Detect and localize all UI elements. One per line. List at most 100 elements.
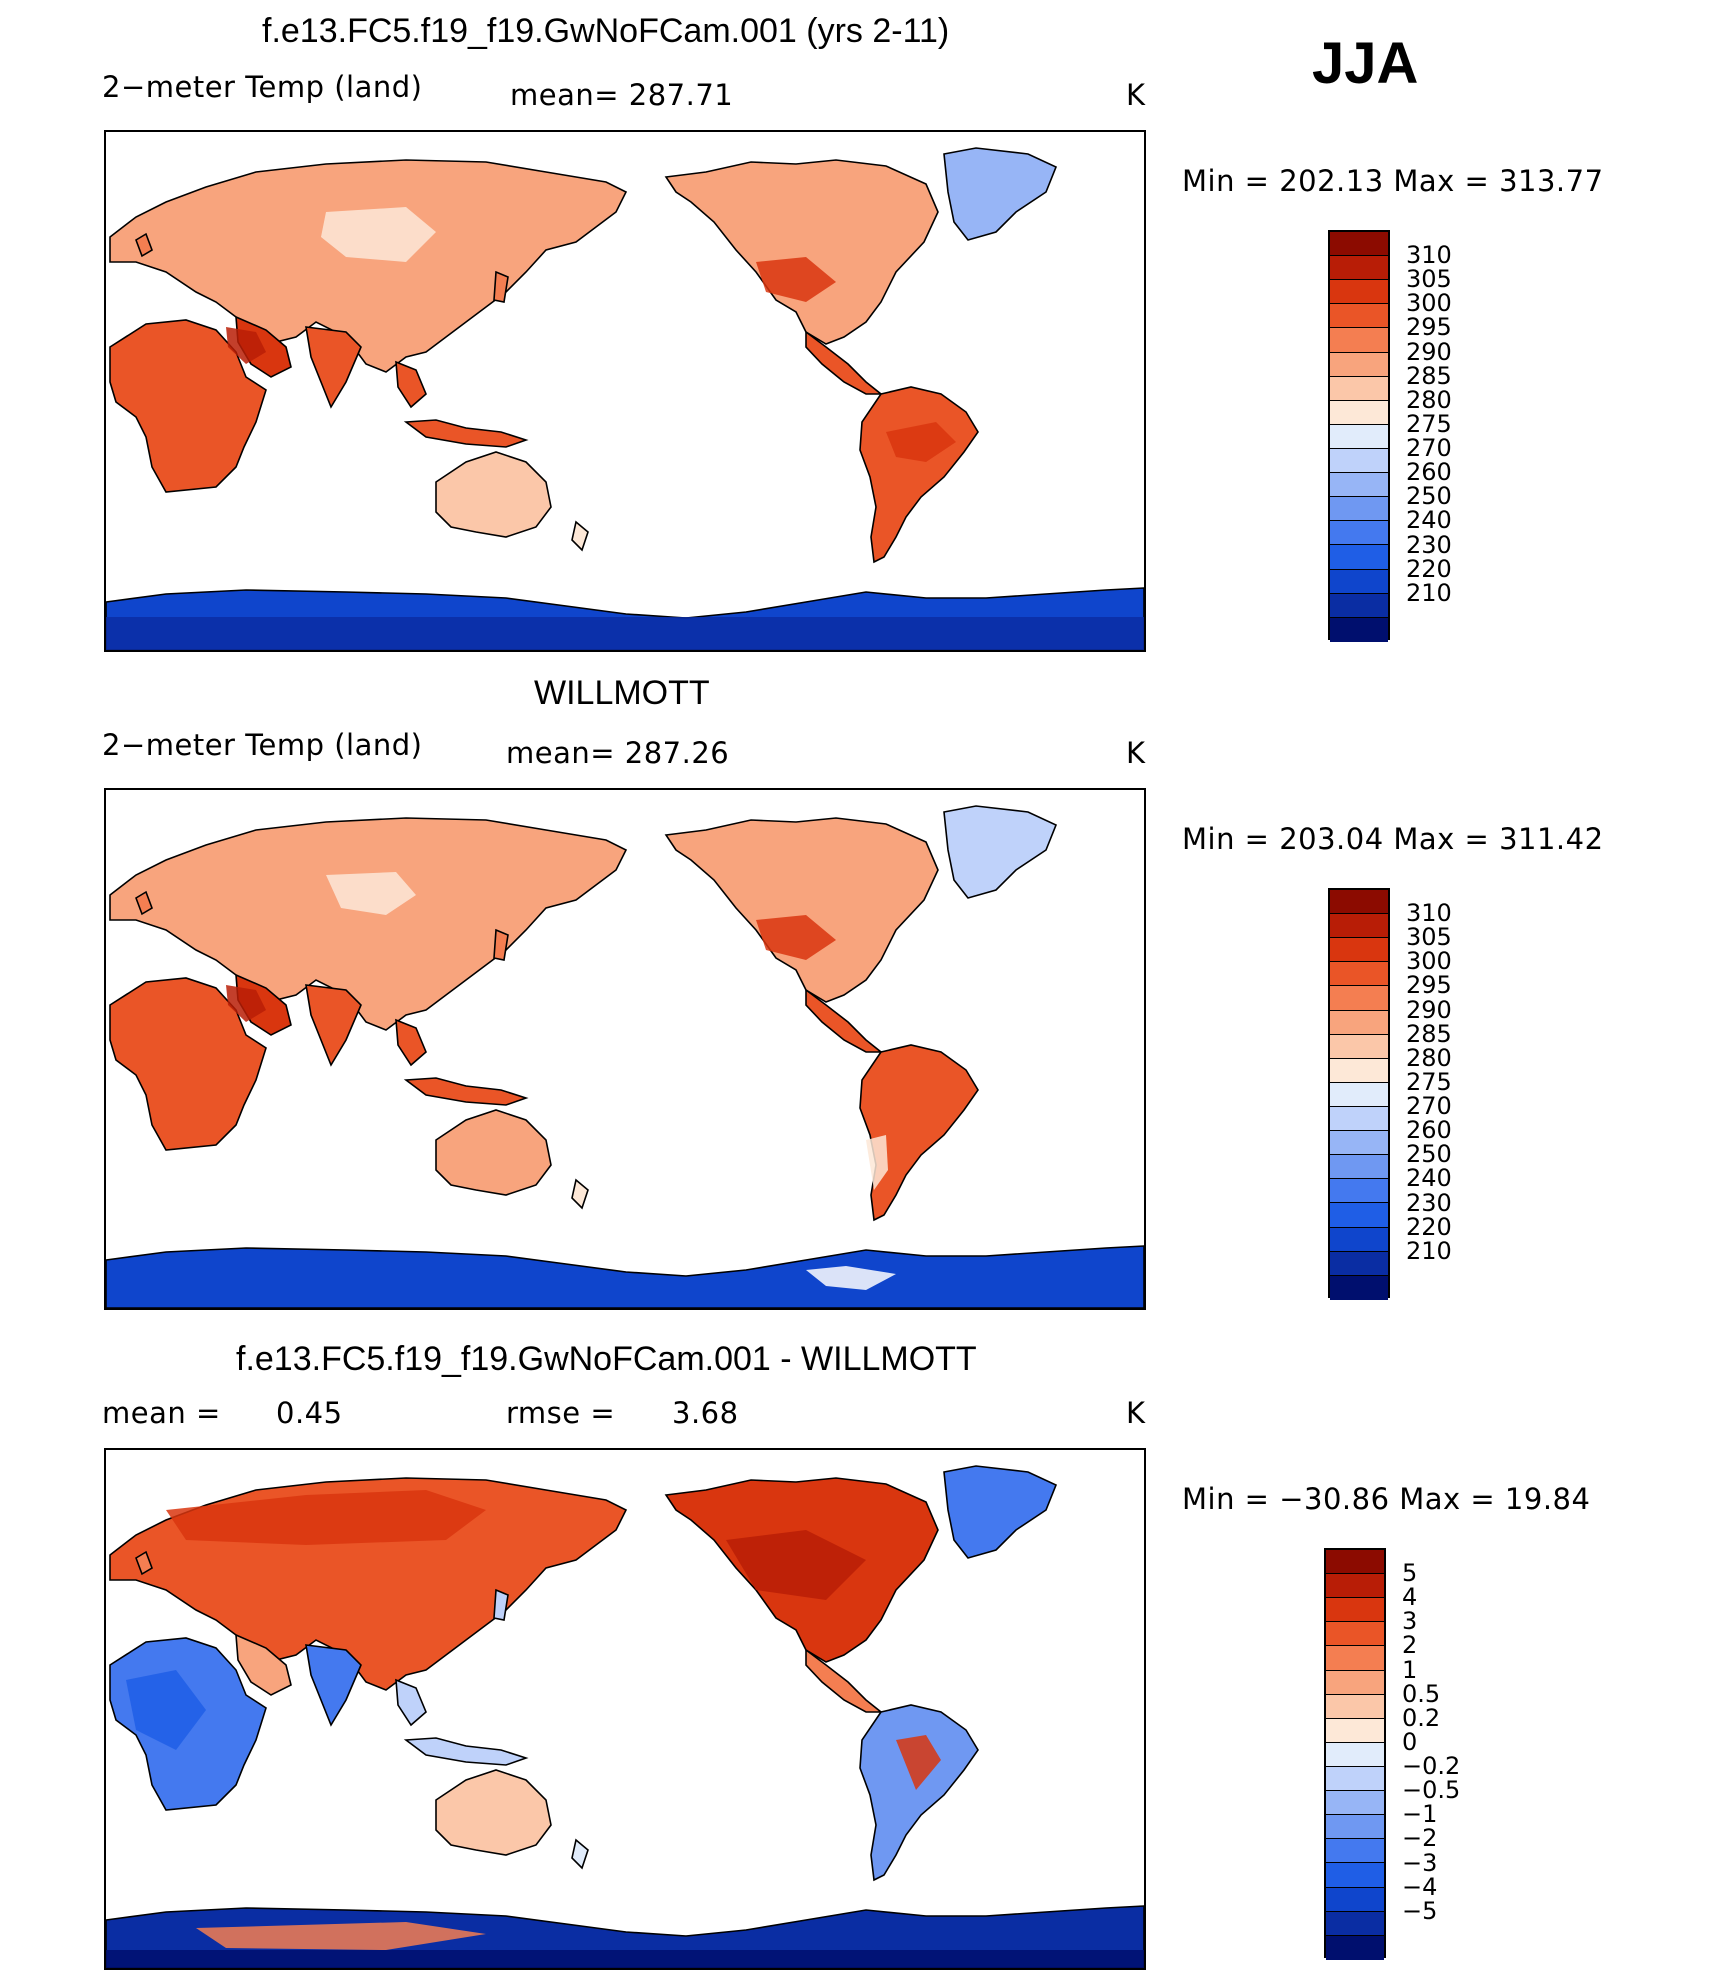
- colorbar-tick-label: 290: [1406, 995, 1452, 1024]
- colorbar-segment: [1326, 1815, 1384, 1840]
- colorbar-segment: [1330, 914, 1388, 939]
- landmass-centralAmerica: [805, 1648, 884, 1713]
- colorbar-segment: [1326, 1718, 1384, 1743]
- field-patch: [896, 1735, 941, 1790]
- landmass-greenland: [943, 805, 1058, 899]
- landmass-indonesia: [403, 419, 529, 448]
- colorbar-segment: [1330, 1227, 1388, 1252]
- colorbar-tick-label: 210: [1406, 578, 1452, 607]
- colorbar-tick-label: 250: [1406, 482, 1452, 511]
- landmass-seAsia: [395, 360, 427, 409]
- field-patch: [126, 1670, 206, 1750]
- field-patch: [106, 1950, 1144, 1968]
- colorbar-tick-label: 275: [1406, 409, 1452, 438]
- landmass-indonesia: [403, 1737, 529, 1766]
- colorbar-segment: [1330, 1082, 1388, 1107]
- colorbar-tick-label: 250: [1406, 1140, 1452, 1169]
- colorbar-segment: [1330, 890, 1388, 915]
- colorbar-segment: [1330, 1058, 1388, 1083]
- colorbar-tick-label: 220: [1406, 1212, 1452, 1241]
- colorbar-segment: [1330, 280, 1388, 305]
- colorbar-tick-label: 290: [1406, 337, 1452, 366]
- colorbar-segment: [1330, 593, 1388, 618]
- colorbar-segment: [1330, 962, 1388, 987]
- panel3-map-svg: [106, 1465, 1144, 1968]
- colorbar-segment: [1330, 545, 1388, 570]
- colorbar-tick-label: 310: [1406, 241, 1452, 270]
- colorbar-segment: [1330, 1203, 1388, 1228]
- landmass-india: [305, 1644, 362, 1727]
- colorbar-tick-label: 270: [1406, 434, 1452, 463]
- colorbar-tick-label: 285: [1406, 361, 1452, 390]
- colorbar-tick-label: 5: [1402, 1559, 1418, 1588]
- panel3-colorbar-ticks: 5 4 3 2 1 0.5 0.2 0 −0.2 −0.5 −1 −2 −3 −4 −5: [1402, 1548, 1482, 1958]
- panel2-minmax: Min = 203.04 Max = 311.42: [1182, 822, 1604, 856]
- colorbar-segment: [1326, 1598, 1384, 1623]
- landmass-northAmerica: [664, 159, 939, 345]
- colorbar-segment: [1330, 400, 1388, 425]
- colorbar-segment: [1330, 1034, 1388, 1059]
- colorbar-segment: [1330, 448, 1388, 474]
- landmass-japan: [493, 270, 509, 303]
- colorbar-tick-label: 295: [1406, 313, 1452, 342]
- colorbar-segment: [1330, 1010, 1388, 1035]
- panel3-map: [104, 1448, 1146, 1970]
- colorbar-tick-label: −1: [1402, 1800, 1438, 1829]
- panel2-title: WILLMOTT: [534, 674, 710, 712]
- colorbar-tick-label: 220: [1406, 554, 1452, 583]
- colorbar-tick-label: 310: [1406, 899, 1452, 928]
- colorbar-segment: [1330, 1275, 1388, 1300]
- field-patch: [756, 257, 836, 302]
- landmass-greenland: [943, 147, 1058, 241]
- panel3-minmax: Min = −30.86 Max = 19.84: [1182, 1482, 1591, 1516]
- colorbar-tick-label: −0.5: [1402, 1776, 1461, 1805]
- colorbar-segment: [1330, 986, 1388, 1011]
- panel1-colorbar: [1328, 230, 1390, 642]
- field-patch: [886, 422, 956, 462]
- landmass-australia: [435, 451, 552, 538]
- colorbar-segment: [1326, 1670, 1384, 1695]
- colorbar-tick-label: 240: [1406, 506, 1452, 535]
- panel1-colorbar-ticks: 310 305 300 295 290 285 280 275 270 260 250 240 230 2…: [1406, 230, 1486, 640]
- colorbar-tick-label: 2: [1402, 1631, 1418, 1660]
- colorbar-segment: [1330, 1131, 1388, 1156]
- field-patch: [166, 1490, 486, 1545]
- colorbar-tick-label: −0.2: [1402, 1752, 1461, 1781]
- panel1-title: f.e13.FC5.f19_f19.GwNoFCam.001 (yrs 2-11…: [262, 12, 950, 50]
- panel1-variable: 2−meter Temp (land): [102, 70, 423, 104]
- panel2-colorbar-ticks: 310 305 300 295 290 285 280 275 270 260 250 240 230 2…: [1406, 888, 1486, 1298]
- field-patch: [226, 985, 266, 1022]
- field-patch: [326, 872, 416, 915]
- panel1-mean: mean= 287.71: [510, 78, 734, 112]
- colorbar-tick-label: 260: [1406, 458, 1452, 487]
- colorbar-segment: [1330, 352, 1388, 377]
- colorbar-segment: [1326, 1742, 1384, 1767]
- colorbar-tick-label: 1: [1402, 1655, 1418, 1684]
- colorbar-segment: [1326, 1766, 1384, 1792]
- colorbar-segment: [1326, 1574, 1384, 1599]
- colorbar-tick-label: 230: [1406, 1188, 1452, 1217]
- colorbar-segment: [1330, 376, 1388, 401]
- colorbar-tick-label: 305: [1406, 923, 1452, 952]
- colorbar-segment: [1326, 1863, 1384, 1888]
- colorbar-segment: [1326, 1911, 1384, 1936]
- colorbar-segment: [1330, 304, 1388, 329]
- colorbar-tick-label: 280: [1406, 385, 1452, 414]
- landmass-india: [305, 984, 362, 1067]
- landmass-greenland: [943, 1465, 1058, 1559]
- field-patch: [321, 207, 436, 262]
- panel3-mean-label: mean =: [102, 1396, 221, 1430]
- landmass-seAsia: [395, 1018, 427, 1067]
- panel3-rmse-value: 3.68: [672, 1396, 739, 1430]
- colorbar-segment: [1330, 328, 1388, 353]
- colorbar-segment: [1330, 569, 1388, 594]
- colorbar-segment: [1330, 521, 1388, 546]
- landmass-india: [305, 326, 362, 409]
- colorbar-segment: [1326, 1887, 1384, 1912]
- colorbar-tick-label: 0: [1402, 1727, 1418, 1756]
- panel2-variable: 2−meter Temp (land): [102, 728, 423, 762]
- landmass-nz: [571, 1178, 589, 1210]
- colorbar-tick-label: 270: [1406, 1092, 1452, 1121]
- field-patch: [726, 1530, 866, 1600]
- colorbar-segment: [1330, 232, 1388, 257]
